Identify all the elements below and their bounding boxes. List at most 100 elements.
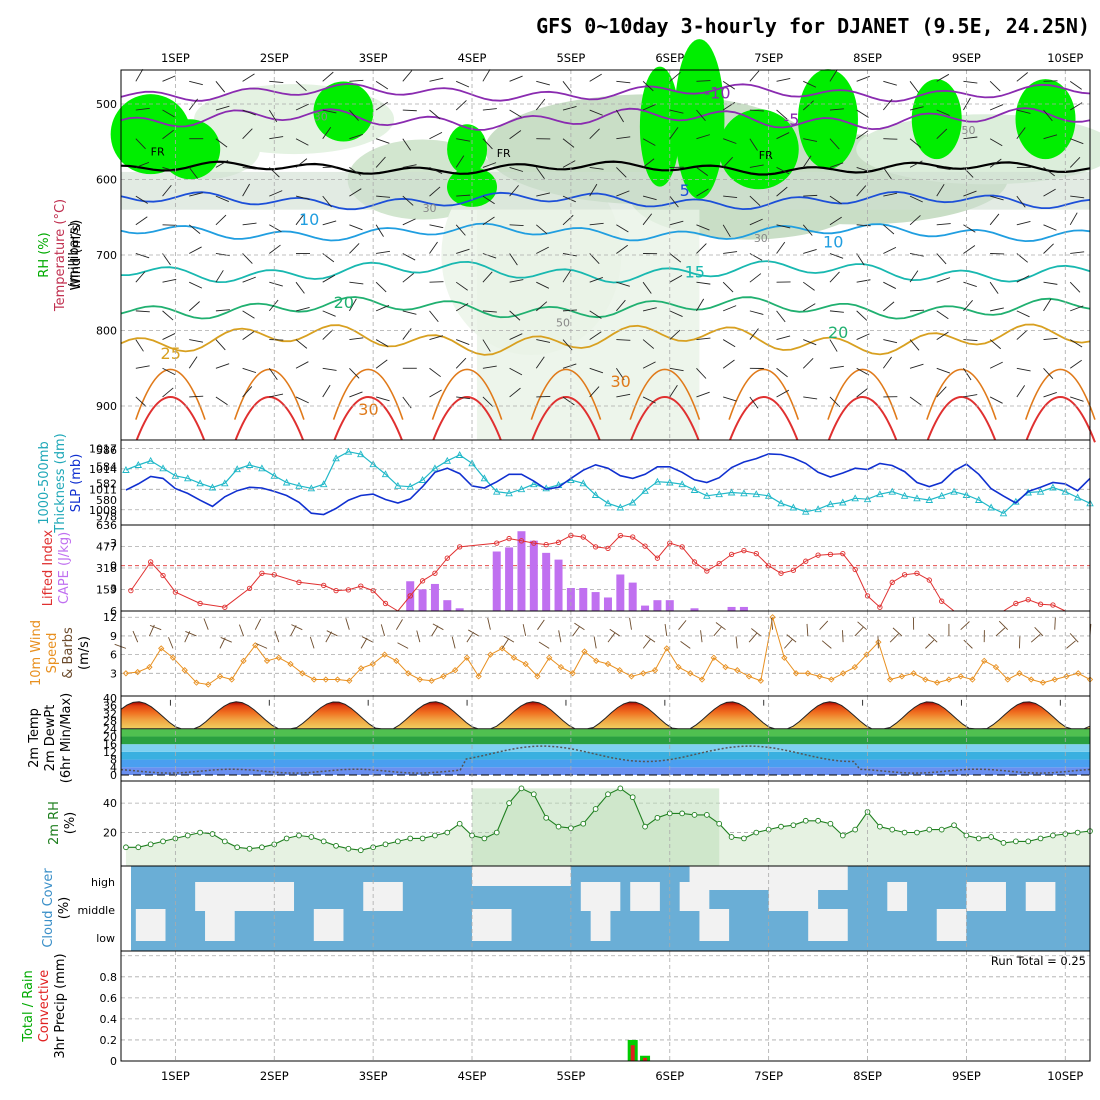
temp-band bbox=[121, 744, 1090, 752]
wind-barb bbox=[375, 281, 387, 293]
wind-barb bbox=[238, 624, 244, 637]
li-point bbox=[728, 551, 735, 558]
wind-barb bbox=[349, 133, 363, 140]
axis-label: (6hr Min/Max) bbox=[59, 693, 74, 783]
rh-point bbox=[914, 829, 920, 836]
y-tick-label: 318 bbox=[96, 562, 117, 575]
wind-barb bbox=[589, 276, 603, 283]
wind-barb bbox=[856, 333, 870, 340]
cape-bar bbox=[517, 531, 526, 611]
axis-label: (millibars) bbox=[67, 222, 82, 288]
axis-label: Cloud Cover bbox=[41, 868, 56, 948]
li-point bbox=[419, 578, 426, 584]
wind-barb bbox=[749, 328, 759, 340]
rh-high-patch bbox=[911, 79, 962, 160]
wind-barb bbox=[936, 310, 949, 320]
wind-barb bbox=[883, 339, 898, 344]
wind-barb bbox=[482, 396, 494, 408]
li-point bbox=[840, 551, 846, 557]
cloud-clear bbox=[472, 866, 571, 886]
rh-point bbox=[419, 835, 426, 842]
wind-speed-point bbox=[546, 654, 553, 661]
wind-barb bbox=[509, 367, 523, 376]
wind-barb bbox=[215, 214, 227, 226]
wind-barb bbox=[429, 310, 439, 323]
wind-barb bbox=[349, 79, 364, 82]
axis-label: (%) bbox=[57, 897, 72, 920]
wind-barb bbox=[713, 626, 722, 637]
wind-speed-point bbox=[886, 676, 894, 683]
wind-barb bbox=[696, 167, 709, 177]
wind-barb bbox=[189, 192, 203, 197]
rh-point bbox=[1074, 829, 1081, 836]
temp-area bbox=[120, 701, 1091, 730]
wind-barb bbox=[1016, 195, 1026, 208]
wind-barb bbox=[664, 623, 668, 636]
wind-speed-point bbox=[745, 673, 753, 680]
wind-barb bbox=[963, 136, 978, 140]
y-tick-label: 0 bbox=[110, 1055, 117, 1068]
rh-point bbox=[617, 785, 624, 792]
wind-barb bbox=[1043, 391, 1057, 398]
wind-barb bbox=[642, 396, 656, 404]
date-label: 5SEP bbox=[556, 1069, 585, 1083]
wind-barb bbox=[215, 81, 226, 93]
rh-point bbox=[753, 829, 760, 836]
wind-barb bbox=[1069, 80, 1082, 90]
rh-point bbox=[234, 844, 241, 851]
wind-barb bbox=[402, 273, 414, 283]
wind-barb bbox=[989, 81, 1001, 92]
cape-bar bbox=[566, 588, 575, 611]
contour-label: FR bbox=[759, 149, 773, 162]
wind-barb bbox=[402, 310, 417, 315]
wind-barb bbox=[936, 109, 950, 116]
thickness-point bbox=[233, 465, 241, 473]
li-point bbox=[259, 570, 265, 576]
wind-barb bbox=[242, 109, 256, 116]
wind-barb bbox=[882, 98, 893, 111]
wind-speed-point bbox=[710, 654, 717, 661]
contour-label: -5 bbox=[783, 110, 799, 129]
warm-isotherm bbox=[827, 368, 898, 420]
wind-speed-point bbox=[393, 657, 400, 664]
wind-barb bbox=[722, 339, 736, 348]
wind-barb bbox=[295, 213, 305, 226]
isotherm--10 bbox=[120, 82, 1091, 103]
wind-barb bbox=[1070, 305, 1084, 312]
wind-barb bbox=[322, 71, 334, 82]
wind-barb bbox=[998, 620, 1009, 631]
wind-speed-point bbox=[381, 651, 388, 658]
wind-speed-point bbox=[428, 677, 435, 684]
wind-speed-point bbox=[181, 667, 188, 674]
axis-label: 2m Temp bbox=[27, 708, 42, 768]
wind-barb bbox=[482, 162, 497, 168]
wind-barb bbox=[669, 253, 682, 263]
wind-speed-point bbox=[193, 679, 200, 686]
y-tick-label: 500 bbox=[96, 98, 117, 111]
wind-barb bbox=[215, 363, 230, 369]
wind-barb bbox=[909, 270, 919, 283]
thickness-point bbox=[678, 480, 686, 488]
wind-barb bbox=[429, 335, 444, 341]
wind-barb bbox=[883, 246, 897, 254]
wind-barb bbox=[882, 167, 892, 180]
wind-speed-point bbox=[769, 614, 776, 621]
contour-label: 30 bbox=[610, 372, 630, 391]
wind-barb bbox=[291, 624, 303, 631]
wind-barb bbox=[322, 274, 336, 283]
panel-frame bbox=[120, 950, 1091, 1062]
wind-barb bbox=[909, 195, 923, 203]
rh-point bbox=[345, 845, 352, 852]
wind-barb bbox=[644, 634, 656, 643]
wind-barb bbox=[242, 222, 257, 226]
wind-barb bbox=[589, 73, 602, 82]
wind-barb bbox=[680, 640, 691, 649]
wind-speed-point bbox=[581, 648, 588, 655]
wind-barb bbox=[963, 394, 978, 398]
wind-speed-point bbox=[1051, 676, 1058, 683]
wind-barb bbox=[509, 253, 518, 266]
li-point bbox=[642, 543, 648, 549]
wind-barb bbox=[349, 281, 364, 285]
wind-barb bbox=[509, 310, 521, 321]
wind-barb bbox=[375, 339, 389, 347]
